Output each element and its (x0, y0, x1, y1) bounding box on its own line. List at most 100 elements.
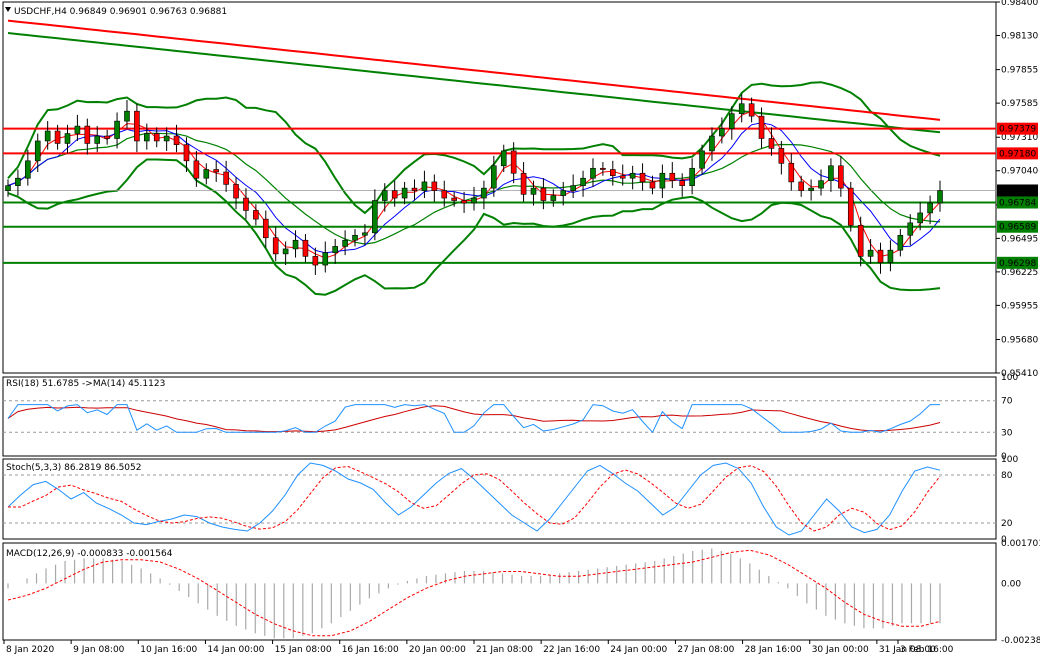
candle[interactable] (530, 180, 537, 206)
candle[interactable] (897, 229, 904, 257)
candle[interactable] (163, 127, 170, 151)
candle[interactable] (153, 127, 160, 148)
candle[interactable] (262, 210, 269, 248)
candle[interactable] (362, 224, 368, 246)
candle[interactable] (5, 179, 11, 197)
candle[interactable] (610, 160, 616, 186)
candle[interactable] (818, 169, 824, 196)
candle[interactable] (550, 189, 557, 207)
candle[interactable] (322, 241, 329, 273)
dropdown-arrow-icon[interactable] (5, 7, 11, 12)
candle[interactable] (659, 164, 666, 199)
candle[interactable] (570, 174, 576, 199)
candle[interactable] (728, 106, 735, 140)
candle[interactable] (649, 175, 656, 195)
candle[interactable] (491, 155, 497, 197)
candle[interactable] (183, 137, 190, 172)
candle[interactable] (431, 174, 438, 202)
horizontal-levels[interactable] (3, 127, 996, 264)
candle[interactable] (838, 155, 844, 197)
candle[interactable] (758, 107, 765, 149)
candle[interactable] (243, 188, 249, 220)
candle[interactable] (669, 162, 676, 189)
candle[interactable] (302, 234, 309, 263)
candle[interactable] (520, 162, 527, 202)
candle[interactable] (788, 153, 795, 191)
candle[interactable] (471, 186, 477, 211)
candle[interactable] (887, 240, 894, 272)
candle[interactable] (193, 150, 200, 187)
macd-pane[interactable]: 0.001701 0.00 -0.002382 (7, 539, 1040, 646)
candle[interactable] (540, 178, 547, 210)
candle[interactable] (798, 175, 804, 197)
candle[interactable] (699, 144, 705, 175)
candle[interactable] (342, 230, 348, 256)
candle[interactable] (927, 195, 933, 225)
candle[interactable] (719, 117, 725, 144)
candle[interactable] (738, 93, 745, 123)
candle[interactable] (709, 127, 715, 161)
candle[interactable] (808, 179, 814, 201)
candle[interactable] (500, 144, 507, 172)
candle[interactable] (15, 169, 21, 196)
candle[interactable] (847, 181, 854, 232)
candles[interactable] (5, 93, 943, 275)
candle[interactable] (332, 238, 338, 264)
candle[interactable] (639, 163, 646, 191)
candle[interactable] (44, 121, 51, 150)
candle[interactable] (441, 180, 448, 207)
candle[interactable] (114, 112, 120, 149)
candle[interactable] (629, 165, 636, 190)
candle[interactable] (74, 114, 81, 141)
candle[interactable] (312, 247, 319, 275)
candle[interactable] (510, 142, 517, 184)
candle[interactable] (679, 173, 686, 197)
candle[interactable] (748, 97, 755, 123)
candle[interactable] (580, 170, 586, 197)
candle[interactable] (877, 242, 884, 274)
candle[interactable] (381, 183, 388, 212)
candle[interactable] (253, 204, 259, 226)
candle[interactable] (173, 124, 180, 153)
price-pane[interactable] (3, 19, 996, 296)
candle[interactable] (124, 100, 130, 129)
candle[interactable] (213, 160, 220, 182)
candle[interactable] (54, 124, 61, 150)
candle[interactable] (907, 214, 914, 246)
candle[interactable] (391, 180, 398, 207)
candle[interactable] (84, 118, 91, 155)
candle[interactable] (828, 158, 834, 192)
candle[interactable] (689, 158, 695, 195)
candle[interactable] (282, 241, 289, 266)
candle[interactable] (401, 181, 408, 205)
candle[interactable] (937, 180, 943, 212)
candle[interactable] (223, 160, 229, 192)
candle[interactable] (619, 164, 626, 186)
candle[interactable] (778, 140, 785, 175)
candle[interactable] (64, 124, 71, 154)
stoch-pane[interactable]: 100 80 20 0 (3, 455, 1018, 545)
candle[interactable] (233, 176, 239, 210)
candle[interactable] (25, 149, 31, 186)
candle[interactable] (203, 163, 210, 185)
candle[interactable] (421, 170, 428, 199)
candle[interactable] (144, 123, 150, 150)
candle[interactable] (560, 181, 567, 206)
candle[interactable] (272, 226, 279, 262)
candle[interactable] (372, 189, 378, 241)
candle[interactable] (352, 229, 358, 247)
candle[interactable] (590, 158, 596, 187)
candle[interactable] (917, 201, 923, 231)
candle[interactable] (94, 126, 101, 153)
candle[interactable] (34, 133, 41, 172)
candle[interactable] (134, 103, 140, 153)
candle[interactable] (292, 230, 299, 258)
candle[interactable] (768, 127, 775, 156)
candle[interactable] (600, 162, 606, 176)
candle[interactable] (461, 191, 467, 213)
candle[interactable] (411, 179, 418, 201)
candle[interactable] (451, 191, 457, 207)
candle[interactable] (104, 129, 110, 145)
